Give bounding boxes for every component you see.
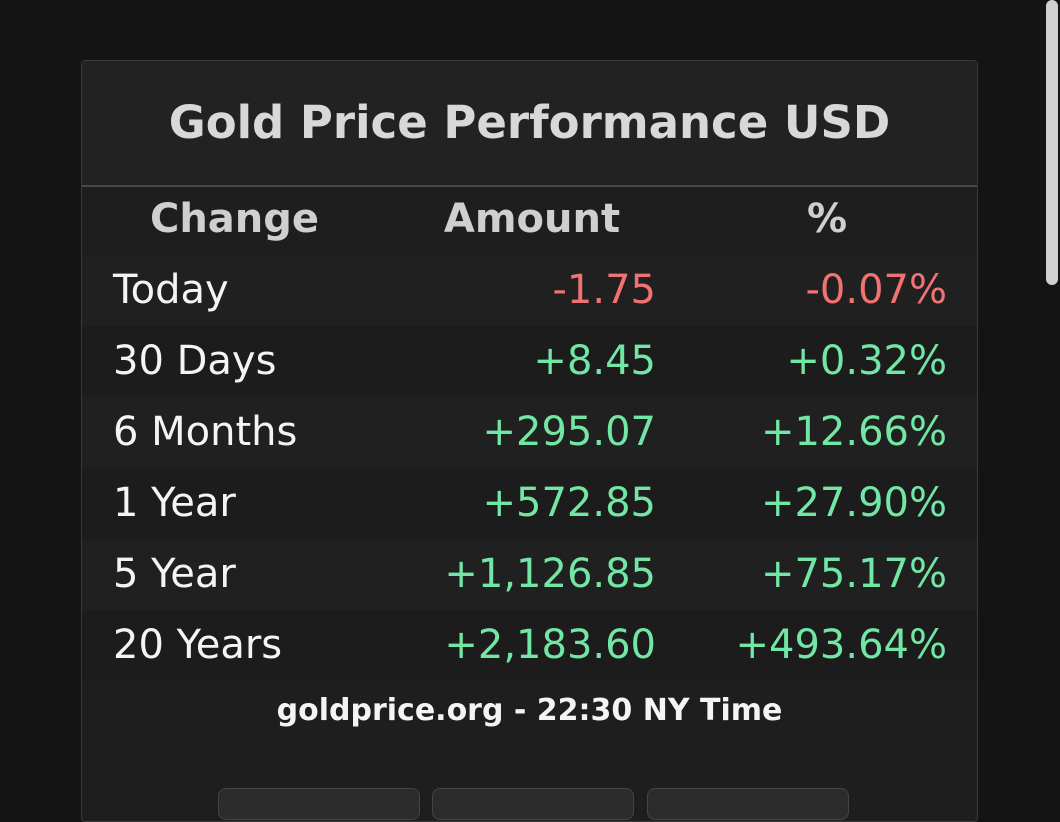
scrollbar[interactable] xyxy=(1046,0,1058,285)
period-label: 20 Years xyxy=(113,622,283,668)
percent-change: +12.66% xyxy=(760,409,947,455)
period-label: 1 Year xyxy=(113,480,236,526)
performance-panel: Gold Price Performance USD Change Amount%… xyxy=(81,60,978,822)
period-label: 6 Months xyxy=(113,409,298,455)
column-header: % xyxy=(806,196,848,242)
tab-button[interactable] xyxy=(647,788,849,820)
amount-change: +295.07 xyxy=(482,409,656,455)
column-header: Amount xyxy=(443,196,621,242)
period-label: Today xyxy=(113,267,229,313)
amount-change: -1.75 xyxy=(552,267,657,313)
table-row: 20 Years +2,183.60 +493.64% xyxy=(82,610,977,681)
panel-title: Gold Price Performance USD xyxy=(82,61,977,187)
table-row: Today -1.75 -0.07% xyxy=(82,255,977,326)
tab-button[interactable] xyxy=(432,788,634,820)
period-label: 5 Year xyxy=(113,551,236,597)
percent-change: -0.07% xyxy=(805,267,947,313)
period-label: 30 Days xyxy=(113,338,277,384)
table-row: 30 Days +8.45 +0.32% xyxy=(82,326,977,397)
footer-note: goldprice.org - 22:30 NY Time xyxy=(276,693,783,728)
table-row: 5 Year +1,126.85 +75.17% xyxy=(82,539,977,610)
percent-change: +493.64% xyxy=(735,622,947,668)
percent-change: +0.32% xyxy=(786,338,947,384)
amount-change: +572.85 xyxy=(482,480,656,526)
amount-change: +8.45 xyxy=(533,338,656,384)
table-row: 6 Months +295.07 +12.66% xyxy=(82,397,977,468)
amount-change: +1,126.85 xyxy=(444,551,656,597)
percent-change: +27.90% xyxy=(760,480,947,526)
table-row: 1 Year +572.85 +27.90% xyxy=(82,468,977,539)
page: Gold Price Performance USD Change Amount%… xyxy=(81,0,1058,822)
percent-change: +75.17% xyxy=(760,551,947,597)
column-header: Change xyxy=(149,196,320,242)
tab-button[interactable] xyxy=(218,788,420,820)
amount-change: +2,183.60 xyxy=(444,622,656,668)
